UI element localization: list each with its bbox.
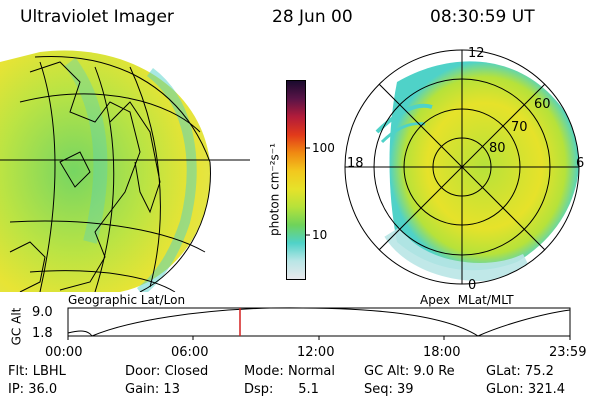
- colorbar-unit-label: photon cm⁻²s⁻¹: [267, 143, 282, 236]
- time-label: 08:30:59 UT: [430, 7, 535, 27]
- mlat-label-60: 60: [534, 97, 551, 112]
- altitude-ytick-low: 1.8: [32, 326, 53, 341]
- info-ip: IP: 36.0: [8, 382, 58, 397]
- instrument-title: Ultraviolet Imager: [20, 7, 174, 27]
- altitude-xtick-0000: 00:00: [45, 345, 83, 360]
- colorbar-tick-10: 10: [312, 228, 328, 242]
- altitude-xtick-1800: 18:00: [423, 345, 461, 360]
- mlat-label-80: 80: [489, 141, 506, 156]
- date-label: 28 Jun 00: [272, 7, 353, 27]
- altitude-ylabel: GC Alt: [9, 307, 24, 346]
- mlt-label-0: 0: [468, 278, 477, 293]
- mlt-label-6: 6: [576, 156, 585, 171]
- info-flt: Flt: LBHL: [8, 364, 66, 379]
- info-dsp: Dsp: 5.1: [244, 382, 319, 397]
- altitude-xtick-1200: 12:00: [297, 345, 335, 360]
- info-gc-alt: GC Alt: 9.0 Re: [364, 364, 455, 379]
- info-door: Door: Closed: [125, 364, 209, 379]
- altitude-xtick-2359: 23:59: [549, 345, 587, 360]
- geographic-label: Geographic Lat/Lon: [68, 293, 186, 307]
- altitude-xtick-0600: 06:00: [171, 345, 209, 360]
- colorbar-axis: [306, 147, 310, 236]
- polar-mlat-mlt-plot: [344, 49, 580, 285]
- info-seq: Seq: 39: [364, 382, 414, 397]
- info-gain: Gain: 13: [125, 382, 180, 397]
- info-glat: GLat: 75.2: [486, 364, 554, 379]
- mlt-label-18: 18: [347, 156, 364, 171]
- info-mode: Mode: Normal: [244, 364, 335, 379]
- mlat-label-70: 70: [511, 120, 528, 135]
- altitude-plot: [67, 307, 571, 340]
- geographic-image: [0, 50, 250, 292]
- colorbar: [286, 80, 306, 280]
- colorbar-tick-100: 100: [312, 141, 335, 155]
- info-glon: GLon: 321.4: [486, 382, 566, 397]
- apex-label: Apex MLat/MLT: [420, 293, 514, 307]
- mlt-label-12: 12: [468, 46, 485, 61]
- altitude-ytick-high: 9.0: [32, 305, 53, 320]
